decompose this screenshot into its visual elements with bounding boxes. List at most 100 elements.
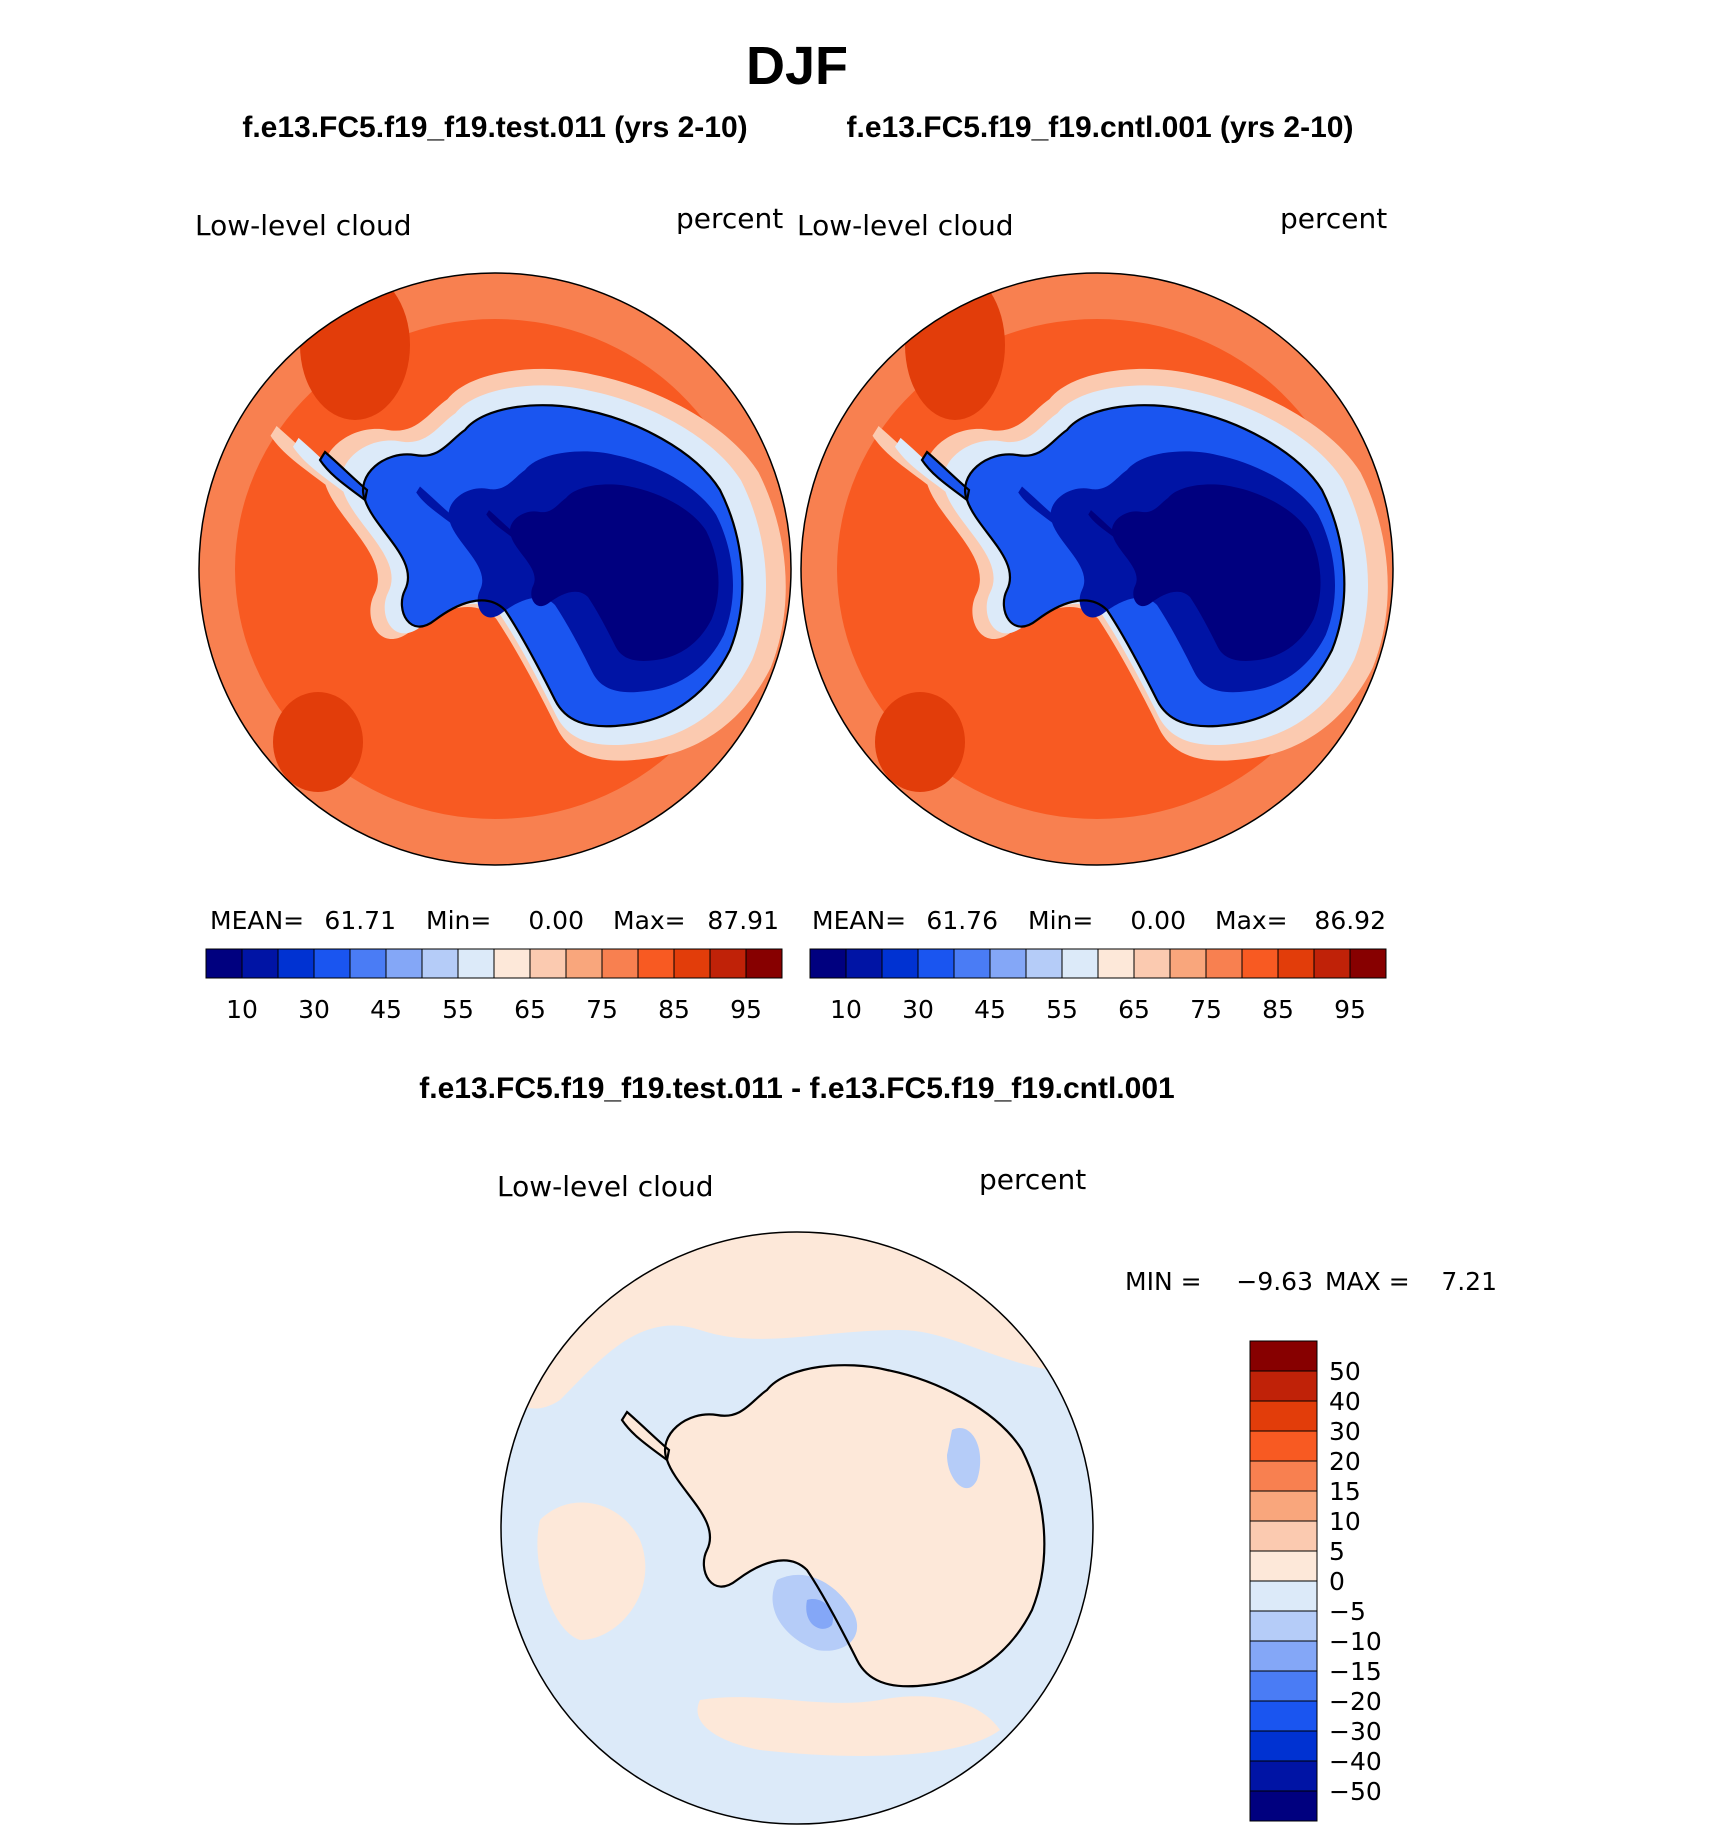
diff-negative-patch [806,1599,833,1629]
panel-test-stats: MEAN= 61.71 Min= 0.00 Max= 87.91 [210,906,779,935]
diff-min-value: −9.63 [1236,1267,1313,1296]
max-value: 87.91 [707,906,779,935]
colorbar-swatch [1249,1670,1318,1702]
min-label: Min= [1028,906,1093,935]
colorbar-tick-label: 15 [1329,1477,1361,1506]
panel-test-units: percent [676,202,783,235]
colorbar-swatch [989,948,1027,979]
colorbar-swatch [1249,1640,1318,1672]
colorbar-swatch [1249,1610,1318,1642]
colorbar-tick-label: 10 [226,995,258,1024]
colorbar-tick-label: −10 [1329,1627,1382,1656]
colorbar-tick-label: −30 [1329,1717,1382,1746]
mean-label: MEAN= [812,906,906,935]
colorbar-tick-label: 40 [1329,1387,1361,1416]
panel-test-map [199,273,791,865]
panel-difference: f.e13.FC5.f19_f19.test.011 - f.e13.FC5.f… [419,1072,1497,1825]
colorbar-tick-label: 65 [1118,995,1150,1024]
min-value: 0.00 [1130,906,1186,935]
colorbar-swatch [637,948,675,979]
panel-cntl-map-border [800,272,1394,866]
colorbar-swatch [385,948,423,979]
max-label: Max= [613,906,686,935]
colorbar-swatch [277,948,315,979]
colorbar-swatch [953,948,991,979]
colorbar-tick-label: −40 [1329,1747,1382,1776]
colorbar-swatch [1249,1730,1318,1762]
colorbar-swatch [1025,948,1063,979]
colorbar-swatch [241,948,279,979]
colorbar-swatch [673,948,711,979]
colorbar-tick-label: 20 [1329,1447,1361,1476]
colorbar-swatch [1241,948,1279,979]
colorbar-tick-label: 5 [1329,1537,1345,1566]
colorbar-swatch [1313,948,1351,979]
panel-cntl-stats: MEAN= 61.76 Min= 0.00 Max= 86.92 [812,906,1386,935]
colorbar-swatch [1249,1580,1318,1612]
colorbar-tick-label: 55 [1046,995,1078,1024]
colorbar-swatch [1133,948,1171,979]
mean-value: 61.76 [926,906,998,935]
colorbar-tick-label: −15 [1329,1657,1382,1686]
colorbar-swatch [493,948,531,979]
colorbar-tick-label: 50 [1329,1357,1361,1386]
colorbar-swatch [1205,948,1243,979]
colorbar-swatch [881,948,919,979]
difference-variable: Low-level cloud [497,1170,714,1203]
diff-max-label: MAX = [1325,1267,1410,1296]
colorbar-tick-label: 0 [1329,1567,1345,1596]
diff-max-value: 7.21 [1441,1267,1497,1296]
colorbar-swatch [1249,1490,1318,1522]
colorbar-swatch [1349,948,1387,979]
diff-positive-north [501,1232,1093,1409]
max-label: Max= [1215,906,1288,935]
colorbar-tick-label: 10 [1329,1507,1361,1536]
colorbar-tick-label: 30 [1329,1417,1361,1446]
colorbar-swatch [745,948,783,979]
mean-value: 61.71 [324,906,396,935]
panel-cntl: f.e13.FC5.f19_f19.cntl.001 (yrs 2-10) Lo… [797,111,1394,1024]
colorbar-tick-label: −20 [1329,1687,1382,1716]
colorbar-swatch [809,948,847,979]
colorbar-tick-label: 65 [514,995,546,1024]
colorbar-tick-label: 10 [830,995,862,1024]
figure-title: DJF [746,36,848,96]
colorbar-swatch [1169,948,1207,979]
cloud-max-west [300,273,410,420]
panel-test-colorbar: 10 30 45 55 65 75 85 95 [205,948,783,1024]
colorbar-swatch [709,948,747,979]
colorbar-swatch [565,948,603,979]
diff-positive-southwest [537,1502,646,1640]
panel-test-case-title: f.e13.FC5.f19_f19.test.011 (yrs 2-10) [242,111,747,144]
colorbar-swatch [421,948,459,979]
min-label: Min= [426,906,491,935]
colorbar-tick-label: 75 [1190,995,1222,1024]
colorbar-tick-label: 95 [1334,995,1366,1024]
cloud-max-south [273,692,363,792]
min-value: 0.00 [528,906,584,935]
colorbar-tick-label: 30 [298,995,330,1024]
colorbar-swatch [1249,1430,1318,1462]
colorbar-tick-label: −50 [1329,1777,1382,1806]
colorbar-swatch [1249,1370,1318,1402]
colorbar-tick-label: 55 [442,995,474,1024]
colorbar-swatch [457,948,495,979]
colorbar-swatch [205,948,243,979]
colorbar-swatch [529,948,567,979]
panel-cntl-variable: Low-level cloud [797,209,1014,242]
colorbar-swatch [1249,1520,1318,1552]
panel-cntl-units: percent [1280,202,1387,235]
colorbar-swatch [1277,948,1315,979]
max-value: 86.92 [1314,906,1386,935]
panel-test-variable: Low-level cloud [195,209,412,242]
colorbar-tick-label: 45 [370,995,402,1024]
colorbar-swatch [349,948,387,979]
panel-test-map-border [198,272,792,866]
panel-cntl-colorbar: 10 30 45 55 65 75 85 95 [809,948,1387,1024]
difference-map-border [500,1231,1094,1825]
diff-min-label: MIN = [1125,1267,1202,1296]
colorbar-tick-label: 85 [658,995,690,1024]
mean-label: MEAN= [210,906,304,935]
colorbar-tick-label: 85 [1262,995,1294,1024]
